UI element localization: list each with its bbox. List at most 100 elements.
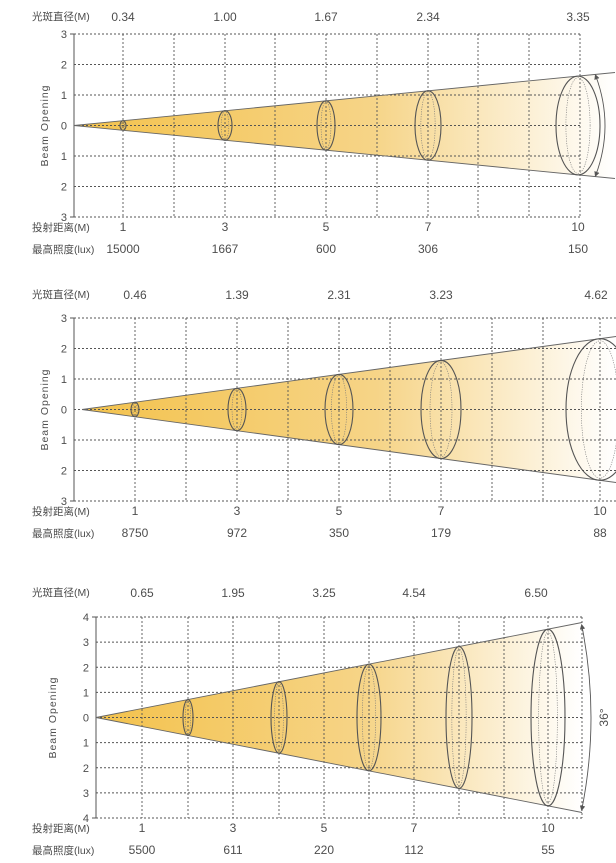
diameter-value: 2.34 — [416, 10, 440, 24]
distance-label: 投射距离(M) — [32, 822, 90, 835]
beam-edge-top — [73, 72, 616, 126]
beam-spot — [555, 75, 601, 176]
beam-edge-bottom — [81, 409, 616, 483]
diameter-value: 1.00 — [213, 10, 237, 24]
lux-value: 220 — [314, 843, 334, 857]
beam-spot — [565, 338, 616, 481]
y-axis-label: Beam Opening — [39, 368, 51, 450]
beam-spot — [227, 387, 247, 432]
diameter-value: 1.95 — [221, 586, 245, 600]
y-tick-label: 3 — [61, 212, 67, 224]
beam-cone — [96, 622, 582, 813]
y-tick-label: 1 — [61, 435, 67, 447]
diameter-value: 4.54 — [402, 586, 426, 600]
distance-value: 1 — [132, 504, 139, 518]
distance-value: 7 — [425, 220, 432, 234]
lux-value: 1667 — [212, 242, 239, 256]
diameter-value: 3.25 — [312, 586, 336, 600]
beam-spot — [270, 681, 288, 754]
lux-value: 972 — [227, 526, 247, 540]
distance-label: 投射距离(M) — [32, 505, 90, 518]
diameter-value: 2.31 — [327, 288, 351, 302]
lux-value: 5500 — [129, 843, 156, 857]
beam-spot — [182, 698, 194, 737]
y-tick-label: 4 — [83, 813, 89, 825]
distance-value: 3 — [234, 504, 241, 518]
lux-value: 611 — [223, 843, 242, 857]
diameter-label: 光斑直径(M) — [32, 10, 90, 23]
y-axis-label: Beam Opening — [47, 676, 59, 758]
lux-value: 600 — [316, 242, 336, 256]
lux-value: 150 — [568, 242, 588, 256]
y-tick-label: 2 — [83, 662, 89, 674]
y-tick-label: 2 — [61, 60, 67, 72]
distance-value: 7 — [438, 504, 445, 518]
beam-spot — [217, 110, 233, 141]
lux-value: 112 — [404, 843, 423, 857]
distance-value: 1 — [139, 821, 146, 835]
lux-value: 350 — [329, 526, 349, 540]
lux-value: 55 — [541, 843, 555, 857]
distance-value: 5 — [323, 220, 330, 234]
lux-label: 最高照度(lux) — [32, 844, 94, 857]
y-tick-label: 2 — [61, 344, 67, 356]
y-tick-label: 2 — [83, 763, 89, 775]
distance-value: 3 — [230, 821, 237, 835]
y-tick-label: 1 — [61, 374, 67, 386]
diameter-value: 4.62 — [584, 288, 608, 302]
diameter-value: 3.35 — [566, 10, 590, 24]
beam-edge-bottom — [73, 125, 616, 179]
distance-value: 1 — [120, 220, 127, 234]
distance-value: 10 — [541, 821, 555, 835]
lux-value: 306 — [418, 242, 438, 256]
y-tick-label: 0 — [83, 713, 89, 725]
y-tick-label: 2 — [61, 182, 67, 194]
beam-spot — [445, 645, 473, 790]
y-tick-label: 4 — [83, 612, 89, 624]
beam-edge-top — [81, 336, 616, 410]
diameter-value: 1.39 — [225, 288, 249, 302]
lux-value: 179 — [431, 526, 451, 540]
beam-spot — [356, 663, 382, 772]
y-tick-label: 3 — [83, 637, 89, 649]
grid — [70, 33, 581, 218]
distance-value: 10 — [593, 504, 607, 518]
lux-value: 8750 — [122, 526, 149, 540]
diameter-value: 3.23 — [429, 288, 453, 302]
diameter-value: 1.67 — [314, 10, 338, 24]
grid — [70, 317, 616, 502]
distance-value: 5 — [336, 504, 343, 518]
beam-spot — [530, 628, 566, 807]
y-axis-label: Beam Opening — [39, 84, 51, 166]
y-tick-label: 3 — [61, 29, 67, 41]
lux-label: 最高照度(lux) — [32, 243, 94, 256]
y-tick-label: 0 — [61, 121, 67, 133]
y-tick-label: 1 — [83, 687, 89, 699]
diameter-value: 0.34 — [111, 10, 135, 24]
beam-chart-1: 光斑直径(M) 0.34 1.00 1.67 2.34 3.35 3 2 10 1 2 3 Beam O… — [32, 10, 616, 256]
grid — [92, 616, 583, 819]
lux-value: 15000 — [106, 242, 140, 256]
beam-spot — [420, 359, 462, 460]
distance-value: 3 — [222, 220, 229, 234]
beam-edge-bottom — [95, 717, 583, 813]
beam-spot — [414, 90, 442, 161]
beam-edge-top — [95, 622, 583, 718]
beam-chart-3: 光斑直径(M) 0.65 1.95 3.25 4.54 6.50432101234Beam… — [32, 586, 611, 857]
diameter-value: 0.46 — [123, 288, 147, 302]
diameter-value: 0.65 — [130, 586, 154, 600]
y-tick-label: 3 — [83, 788, 89, 800]
distance-value: 10 — [571, 220, 585, 234]
y-tick-label: 3 — [61, 313, 67, 325]
beam-angle-arc — [579, 623, 592, 812]
y-tick-label: 3 — [61, 496, 67, 508]
diameter-label: 光斑直径(M) — [32, 586, 90, 599]
y-tick-label: 1 — [83, 738, 89, 750]
distance-value: 7 — [411, 821, 418, 835]
diameter-label: 光斑直径(M) — [32, 288, 90, 301]
lux-label: 最高照度(lux) — [32, 527, 94, 540]
beam-angle-arc — [594, 73, 606, 178]
diameter-value: 6.50 — [524, 586, 548, 600]
beam-angle-label: 36° — [597, 708, 611, 726]
